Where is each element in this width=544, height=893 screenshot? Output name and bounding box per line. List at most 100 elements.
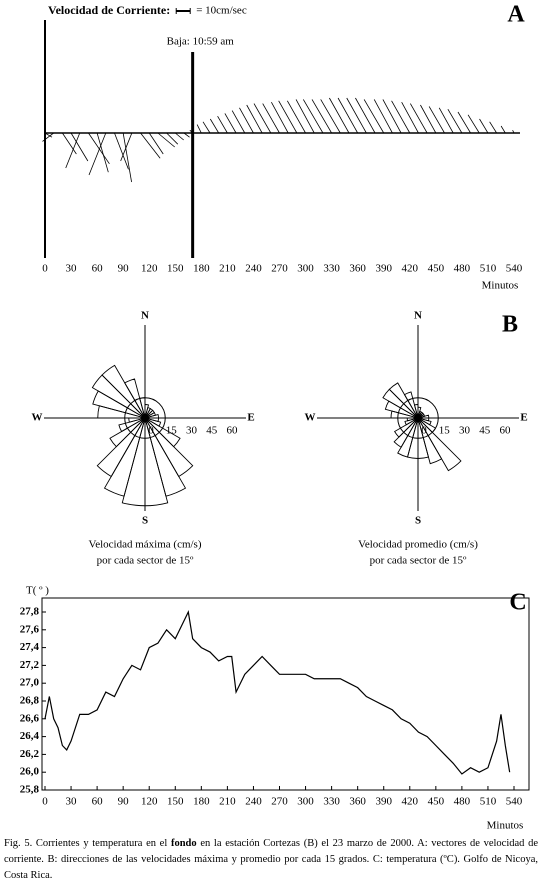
x-axis-label: Minutos: [487, 820, 524, 830]
current-vector: [512, 130, 515, 134]
y-tick-label: 26,4: [20, 730, 40, 742]
current-vector: [500, 125, 506, 134]
rose-sector: [388, 382, 419, 419]
current-vector: [96, 132, 109, 173]
current-vector: [217, 115, 228, 134]
x-tick-label: 300: [297, 796, 314, 808]
current-vector: [65, 132, 81, 169]
center: [415, 415, 421, 421]
y-tick-label: 25,8: [20, 784, 40, 796]
x-axis-label: Minutos: [482, 280, 519, 292]
r-tick-label: 0: [421, 425, 427, 437]
current-vector: [438, 107, 454, 134]
rose-sector: [404, 417, 419, 426]
x-tick-label: 420: [402, 796, 419, 808]
r-tick-label: 60: [227, 425, 239, 437]
current-vector: [140, 132, 161, 159]
rose-sector: [121, 417, 146, 507]
direction-label: S: [415, 515, 421, 527]
rose-sector: [139, 397, 146, 419]
current-vector: [120, 132, 133, 162]
rose-sector: [413, 404, 419, 419]
current-vector: [209, 118, 220, 134]
x-tick-label: 60: [92, 796, 104, 808]
current-vector: [253, 103, 272, 134]
rose-sector: [393, 417, 419, 448]
current-vector: [311, 99, 332, 134]
center: [142, 415, 148, 421]
y-tick-label: 27,4: [20, 641, 40, 653]
current-vector: [175, 132, 184, 141]
current-vector: [202, 121, 211, 134]
x-tick-label: 60: [92, 263, 104, 275]
x-tick-label: 150: [167, 796, 184, 808]
current-vector: [148, 132, 164, 155]
current-vector: [231, 110, 246, 134]
current-vector: [302, 99, 324, 134]
direction-label: S: [142, 515, 148, 527]
x-tick-label: 0: [42, 263, 48, 275]
x-tick-label: 330: [323, 263, 340, 275]
x-tick-label: 330: [323, 796, 340, 808]
current-vector: [44, 132, 53, 138]
current-vector: [183, 132, 190, 138]
x-tick-label: 150: [167, 263, 184, 275]
current-vector: [88, 132, 107, 176]
current-vector: [70, 132, 89, 162]
current-vector: [114, 132, 129, 170]
y-tick-label: 27,0: [20, 677, 40, 689]
x-tick-label: 240: [245, 796, 262, 808]
rose-caption: por cada sector de 15º: [370, 555, 467, 567]
rose-sector: [397, 417, 419, 458]
r-tick-label: 45: [479, 425, 491, 437]
x-tick-label: 180: [193, 263, 210, 275]
current-vector: [262, 103, 280, 134]
rose-sector: [101, 364, 146, 419]
current-vector: [157, 132, 175, 148]
current-vector: [88, 132, 110, 165]
current-vector: [391, 100, 411, 134]
current-vector: [278, 100, 298, 134]
y-tick-label: 27,8: [20, 606, 40, 618]
current-vector: [295, 99, 315, 134]
current-vector: [329, 97, 350, 134]
rose-sector: [124, 378, 146, 419]
x-tick-label: 120: [141, 796, 158, 808]
r-tick-label: 15: [439, 425, 451, 437]
plot-frame: [41, 597, 530, 791]
x-tick-label: 270: [271, 263, 288, 275]
x-tick-label: 90: [118, 263, 130, 275]
chart-title: Velocidad de Corriente:: [48, 3, 170, 17]
y-tick-label: 27,2: [20, 659, 40, 671]
current-vector: [467, 114, 480, 134]
x-tick-label: 480: [454, 796, 471, 808]
y-tick-label: 26,6: [20, 712, 40, 724]
temperature-line: [44, 610, 511, 775]
rose-caption: por cada sector de 15º: [97, 555, 194, 567]
r-tick-label: 45: [206, 425, 218, 437]
x-tick-label: 510: [480, 796, 497, 808]
x-tick-label: 360: [349, 263, 366, 275]
rose-sector: [417, 417, 462, 472]
current-vector: [246, 104, 263, 134]
direction-label: W: [32, 412, 43, 424]
x-tick-label: 0: [42, 796, 48, 808]
current-vector: [479, 118, 489, 134]
current-vector: [196, 124, 202, 134]
current-vector: [457, 111, 471, 134]
current-vector: [428, 106, 445, 134]
rose-caption: Velocidad máxima (cm/s): [88, 539, 201, 551]
current-vector: [346, 97, 367, 134]
rose-sector: [91, 374, 146, 419]
x-tick-label: 420: [402, 263, 419, 275]
current-vector: [337, 97, 359, 134]
current-vector: [420, 104, 437, 134]
rose-caption: Velocidad promedio (cm/s): [358, 539, 478, 551]
x-tick-label: 540: [506, 796, 523, 808]
scale-label: = 10cm/sec: [196, 5, 247, 17]
current-vector: [224, 113, 237, 134]
current-vector: [287, 100, 306, 134]
panel-label: A: [507, 2, 525, 28]
y-tick-label: 26,8: [20, 695, 40, 707]
current-vector: [363, 99, 385, 134]
